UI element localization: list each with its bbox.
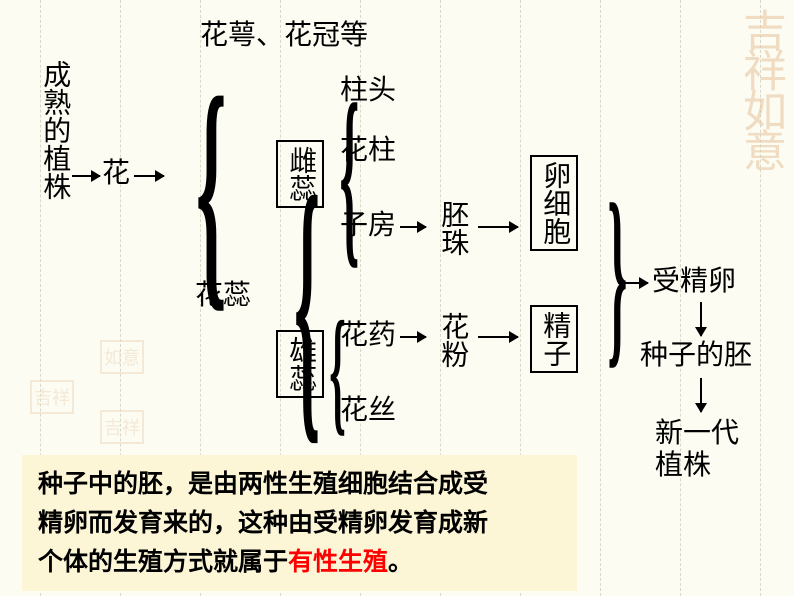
- grid-line: [600, 0, 601, 596]
- arrow: [618, 282, 648, 284]
- seal-top-right: 吉祥如意: [738, 8, 782, 168]
- node-stigma: 柱头: [340, 75, 396, 107]
- node-flower: 花: [102, 158, 130, 190]
- caption-highlight: 有性生殖: [288, 548, 388, 576]
- seal-small: 吉祥: [100, 410, 144, 444]
- node-sperm: 精子: [530, 305, 578, 373]
- node-flower-stamen-pistil: 花蕊: [195, 280, 251, 312]
- node-style: 花柱: [340, 135, 396, 167]
- arrow: [134, 175, 164, 177]
- node-ovary: 子房: [340, 210, 396, 242]
- seal-small: 吉祥: [30, 380, 74, 414]
- node-root: 成熟的植株: [38, 60, 70, 200]
- arrow: [700, 302, 702, 336]
- node-new-plant: 新一代植株: [655, 418, 755, 482]
- node-egg-cell: 卵细胞: [530, 155, 578, 251]
- caption-line: 。: [388, 548, 413, 576]
- arrow: [400, 226, 426, 228]
- node-ovule: 胚珠: [436, 200, 468, 256]
- caption-line: 种子中的胚，是由两性生殖细胞结合成受: [38, 470, 488, 498]
- node-embryo: 种子的胚: [640, 340, 752, 372]
- arrow: [478, 336, 518, 338]
- node-pistil: 雌蕊: [276, 140, 324, 208]
- caption-line: 个体的生殖方式就属于: [38, 548, 288, 576]
- node-stamen: 雄蕊: [276, 330, 324, 398]
- node-filament: 花丝: [340, 395, 396, 427]
- arrow: [400, 336, 426, 338]
- arrow: [478, 226, 518, 228]
- seal-small: 如意: [100, 340, 144, 374]
- arrow: [700, 378, 702, 412]
- brace-combine: }: [608, 160, 628, 389]
- caption-box: 种子中的胚，是由两性生殖细胞结合成受 精卵而发育来的，这种由受精卵发育成新 个体…: [22, 455, 577, 591]
- node-zygote: 受精卵: [652, 266, 736, 298]
- node-anther: 花药: [340, 320, 396, 352]
- node-pollen: 花粉: [436, 312, 468, 368]
- node-top-branch: 花萼、花冠等: [200, 20, 368, 52]
- arrow: [72, 175, 100, 177]
- caption-line: 精卵而发育来的，这种由受精卵发育成新: [38, 509, 488, 537]
